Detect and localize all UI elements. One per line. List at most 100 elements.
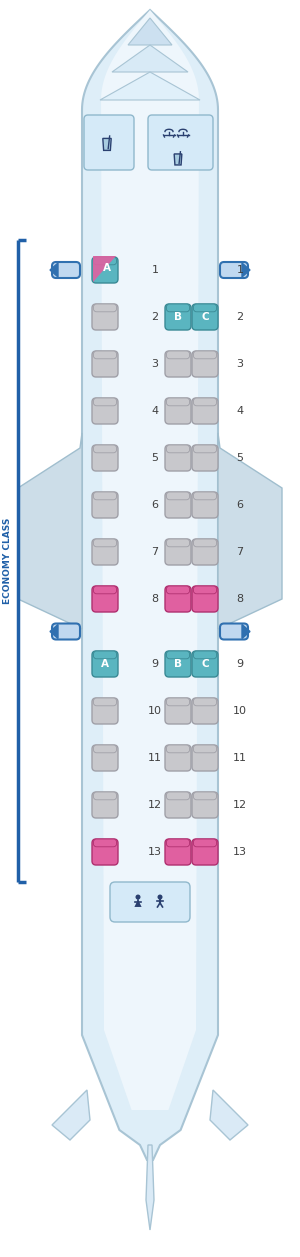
FancyBboxPatch shape (194, 586, 217, 593)
Polygon shape (242, 263, 250, 277)
FancyBboxPatch shape (92, 398, 118, 424)
FancyBboxPatch shape (110, 882, 190, 921)
FancyBboxPatch shape (167, 351, 190, 358)
FancyBboxPatch shape (165, 445, 191, 471)
FancyBboxPatch shape (167, 745, 190, 753)
Text: B: B (174, 659, 182, 669)
FancyBboxPatch shape (192, 838, 218, 865)
FancyBboxPatch shape (194, 539, 217, 547)
Text: 4: 4 (152, 406, 159, 416)
FancyBboxPatch shape (194, 351, 217, 358)
FancyBboxPatch shape (52, 623, 80, 640)
Polygon shape (242, 625, 250, 639)
Text: 7: 7 (152, 547, 159, 557)
Polygon shape (50, 625, 58, 639)
FancyBboxPatch shape (194, 445, 217, 453)
FancyBboxPatch shape (52, 261, 80, 278)
Text: 13: 13 (148, 847, 162, 857)
Text: 1: 1 (152, 265, 158, 275)
FancyBboxPatch shape (194, 398, 217, 406)
FancyBboxPatch shape (94, 745, 116, 753)
FancyBboxPatch shape (92, 256, 118, 283)
FancyBboxPatch shape (94, 398, 116, 406)
Polygon shape (218, 432, 282, 628)
FancyBboxPatch shape (192, 445, 218, 471)
FancyBboxPatch shape (165, 745, 191, 771)
Text: 2: 2 (236, 312, 244, 322)
FancyBboxPatch shape (94, 792, 116, 799)
FancyBboxPatch shape (192, 539, 218, 564)
FancyBboxPatch shape (92, 792, 118, 818)
FancyBboxPatch shape (94, 445, 116, 453)
Text: 12: 12 (233, 799, 247, 810)
Text: 12: 12 (148, 799, 162, 810)
FancyBboxPatch shape (92, 445, 118, 471)
FancyBboxPatch shape (194, 651, 217, 659)
FancyBboxPatch shape (192, 745, 218, 771)
FancyBboxPatch shape (92, 586, 118, 612)
FancyBboxPatch shape (94, 351, 116, 358)
FancyBboxPatch shape (92, 351, 118, 377)
FancyBboxPatch shape (167, 792, 190, 799)
FancyBboxPatch shape (165, 539, 191, 564)
FancyBboxPatch shape (94, 539, 116, 547)
FancyBboxPatch shape (165, 651, 191, 678)
Text: A: A (101, 659, 109, 669)
Polygon shape (103, 138, 111, 151)
FancyBboxPatch shape (192, 698, 218, 724)
Text: 8: 8 (236, 595, 244, 605)
FancyBboxPatch shape (192, 398, 218, 424)
Text: C: C (201, 659, 209, 669)
Text: 10: 10 (148, 706, 162, 716)
FancyBboxPatch shape (167, 838, 190, 847)
FancyBboxPatch shape (192, 491, 218, 518)
FancyBboxPatch shape (192, 304, 218, 331)
FancyBboxPatch shape (94, 838, 116, 847)
Text: 8: 8 (152, 595, 159, 605)
FancyBboxPatch shape (94, 491, 116, 500)
Text: 2: 2 (152, 312, 159, 322)
Polygon shape (210, 1090, 248, 1140)
Polygon shape (100, 72, 200, 101)
FancyBboxPatch shape (92, 491, 118, 518)
Text: 3: 3 (152, 360, 158, 370)
FancyBboxPatch shape (194, 304, 217, 312)
Text: 4: 4 (236, 406, 244, 416)
FancyBboxPatch shape (92, 539, 118, 564)
FancyBboxPatch shape (92, 698, 118, 724)
FancyBboxPatch shape (194, 745, 217, 753)
FancyBboxPatch shape (165, 304, 191, 331)
FancyBboxPatch shape (167, 586, 190, 593)
FancyBboxPatch shape (165, 838, 191, 865)
Polygon shape (112, 45, 188, 72)
FancyBboxPatch shape (167, 445, 190, 453)
FancyBboxPatch shape (220, 261, 248, 278)
Text: 5: 5 (152, 453, 158, 463)
FancyBboxPatch shape (165, 351, 191, 377)
Text: 6: 6 (152, 500, 158, 510)
FancyBboxPatch shape (192, 351, 218, 377)
FancyBboxPatch shape (165, 491, 191, 518)
FancyBboxPatch shape (148, 114, 213, 170)
Text: 5: 5 (236, 453, 244, 463)
FancyBboxPatch shape (192, 586, 218, 612)
Text: 1: 1 (236, 265, 244, 275)
FancyBboxPatch shape (167, 491, 190, 500)
Text: 3: 3 (236, 360, 244, 370)
FancyBboxPatch shape (165, 792, 191, 818)
Polygon shape (52, 1090, 90, 1140)
FancyBboxPatch shape (94, 256, 116, 265)
FancyBboxPatch shape (92, 745, 118, 771)
Polygon shape (134, 900, 142, 908)
Circle shape (136, 895, 140, 900)
Polygon shape (128, 18, 172, 45)
Text: A: A (103, 263, 111, 273)
FancyBboxPatch shape (94, 651, 116, 659)
FancyBboxPatch shape (84, 114, 134, 170)
FancyBboxPatch shape (192, 792, 218, 818)
FancyBboxPatch shape (220, 623, 248, 640)
FancyBboxPatch shape (92, 838, 118, 865)
Text: 10: 10 (233, 706, 247, 716)
FancyBboxPatch shape (167, 398, 190, 406)
Text: ECONOMY CLASS: ECONOMY CLASS (4, 518, 13, 605)
